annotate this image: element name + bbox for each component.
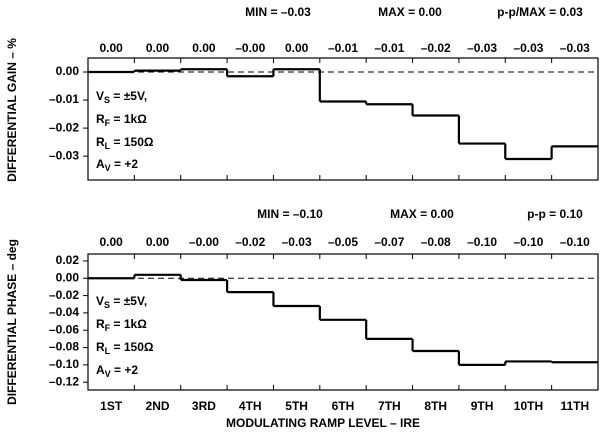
- value-label: –0.00: [189, 235, 219, 249]
- annotation: MAX = 0.00: [390, 207, 454, 221]
- condition: RL = 150Ω: [96, 135, 154, 151]
- condition-text: = 150Ω: [110, 340, 154, 354]
- condition: RF = 1kΩ: [96, 112, 147, 128]
- condition-subscript: L: [105, 141, 111, 151]
- x-tick-label: 6TH: [332, 399, 355, 413]
- y-tick-label: 0.02: [56, 253, 80, 267]
- condition-subscript: V: [105, 163, 111, 173]
- y-tick-label: –0.06: [49, 322, 79, 336]
- y-tick-label: 0.00: [56, 64, 80, 78]
- value-label: –0.10: [513, 235, 543, 249]
- value-label: 0.00: [285, 41, 309, 55]
- value-label: –0.03: [467, 41, 497, 55]
- condition-text: = 1kΩ: [110, 317, 147, 331]
- condition-text: = 1kΩ: [110, 112, 147, 126]
- condition: AV = +2: [96, 363, 138, 379]
- value-label: –0.07: [374, 235, 404, 249]
- value-label: 0.00: [146, 235, 170, 249]
- annotation: MAX = 0.00: [378, 5, 442, 19]
- x-tick-label: 8TH: [424, 399, 447, 413]
- condition-subscript: S: [104, 300, 110, 310]
- y-axis-label: DIFFERENTIAL PHASE – deg: [5, 239, 19, 405]
- condition: RL = 150Ω: [96, 340, 154, 356]
- x-axis-label: MODULATING RAMP LEVEL – IRE: [226, 416, 420, 430]
- x-tick-label: 5TH: [285, 399, 308, 413]
- condition-text: = ±5V,: [110, 294, 147, 308]
- value-label: –0.03: [513, 41, 543, 55]
- value-label: –0.02: [235, 235, 265, 249]
- value-label: –0.01: [328, 41, 358, 55]
- x-tick-label: 9TH: [471, 399, 494, 413]
- condition-symbol: R: [96, 340, 105, 354]
- condition: RF = 1kΩ: [96, 317, 147, 333]
- value-label: –0.08: [421, 235, 451, 249]
- value-label: –0.02: [421, 41, 451, 55]
- value-label: 0.00: [146, 41, 170, 55]
- y-tick-label: –0.02: [49, 120, 79, 134]
- annotation: p-p = 0.10: [527, 207, 583, 221]
- value-label: –0.00: [235, 41, 265, 55]
- annotation: p-p/MAX = 0.03: [497, 5, 583, 19]
- value-label: –0.10: [560, 235, 590, 249]
- y-tick-label: –0.03: [49, 148, 79, 162]
- condition-text: = +2: [111, 363, 139, 377]
- condition-subscript: F: [105, 323, 111, 333]
- condition-symbol: R: [96, 317, 105, 331]
- y-tick-label: –0.04: [49, 305, 79, 319]
- condition-symbol: V: [96, 89, 104, 103]
- annotation: MIN = –0.10: [257, 207, 323, 221]
- value-label: –0.03: [560, 41, 590, 55]
- value-label: 0.00: [100, 235, 124, 249]
- value-label: 0.00: [192, 41, 216, 55]
- x-tick-label: 10TH: [514, 399, 543, 413]
- y-tick-label: –0.01: [49, 92, 79, 106]
- plot-frame: [87, 253, 599, 391]
- condition: VS = ±5V,: [96, 89, 147, 105]
- condition-subscript: V: [105, 369, 111, 379]
- condition-subscript: S: [104, 95, 110, 105]
- condition: AV = +2: [96, 157, 138, 173]
- condition-symbol: A: [96, 157, 105, 171]
- x-tick-label: 1ST: [100, 399, 123, 413]
- value-label: –0.03: [282, 235, 312, 249]
- condition-symbol: A: [96, 363, 105, 377]
- x-tick-label: 2ND: [146, 399, 170, 413]
- condition-text: = 150Ω: [110, 135, 154, 149]
- x-tick-label: 11TH: [560, 399, 589, 413]
- value-label: –0.05: [328, 235, 358, 249]
- condition: VS = ±5V,: [96, 294, 147, 310]
- y-tick-label: –0.10: [49, 357, 79, 371]
- value-label: –0.10: [467, 235, 497, 249]
- condition-text: = ±5V,: [110, 89, 147, 103]
- y-tick-label: –0.02: [49, 288, 79, 302]
- condition-subscript: F: [105, 118, 111, 128]
- x-tick-label: 4TH: [239, 399, 262, 413]
- plot-frame: [87, 57, 599, 181]
- condition-symbol: R: [96, 135, 105, 149]
- condition-subscript: L: [105, 346, 111, 356]
- y-tick-label: –0.08: [49, 340, 79, 354]
- annotation: MIN = –0.03: [245, 5, 311, 19]
- x-tick-label: 3RD: [192, 399, 216, 413]
- y-tick-label: –0.12: [49, 374, 79, 388]
- y-axis-label: DIFFERENTIAL GAIN – %: [5, 38, 19, 182]
- condition-symbol: R: [96, 112, 105, 126]
- value-label: –0.01: [374, 41, 404, 55]
- y-tick-label: 0.00: [56, 270, 80, 284]
- x-tick-label: 7TH: [378, 399, 401, 413]
- condition-text: = +2: [111, 157, 139, 171]
- condition-symbol: V: [96, 294, 104, 308]
- value-label: 0.00: [100, 41, 124, 55]
